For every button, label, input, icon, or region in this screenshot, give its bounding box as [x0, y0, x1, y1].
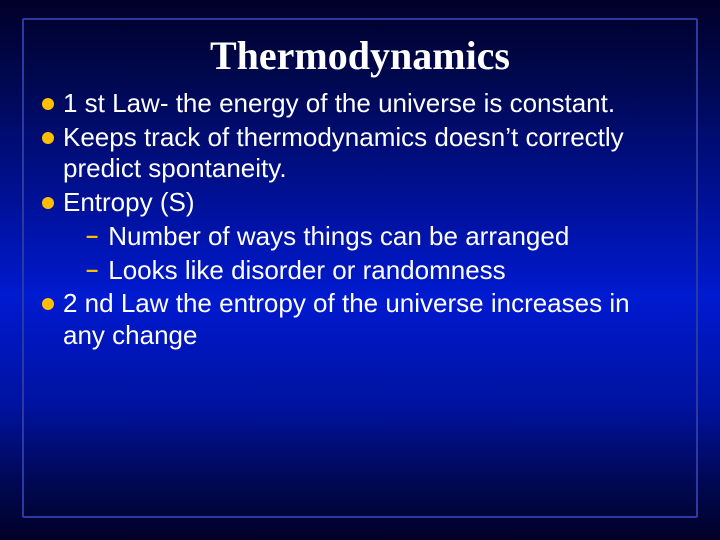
bullet-item: 2 nd Law the entropy of the universe inc…: [42, 288, 678, 351]
bullet-item: Keeps track of thermodynamics doesn’t co…: [42, 122, 678, 185]
disc-bullet-icon: [42, 197, 54, 209]
sub-bullet-item: – Number of ways things can be arranged: [42, 221, 678, 253]
bullet-text: Number of ways things can be arranged: [108, 221, 678, 253]
slide: Thermodynamics 1 st Law- the energy of t…: [0, 0, 720, 540]
dash-bullet-icon: –: [86, 257, 98, 284]
bullet-text: Looks like disorder or randomness: [108, 255, 678, 287]
bullet-text: Keeps track of thermodynamics doesn’t co…: [63, 122, 678, 185]
disc-bullet-icon: [42, 98, 54, 110]
bullet-text: Entropy (S): [63, 187, 678, 219]
slide-title: Thermodynamics: [42, 34, 678, 78]
bullet-item: 1 st Law- the energy of the universe is …: [42, 88, 678, 120]
sub-bullet-item: – Looks like disorder or randomness: [42, 255, 678, 287]
slide-body: 1 st Law- the energy of the universe is …: [42, 88, 678, 352]
bullet-text: 2 nd Law the entropy of the universe inc…: [63, 288, 678, 351]
slide-frame: Thermodynamics 1 st Law- the energy of t…: [22, 18, 698, 518]
bullet-item: Entropy (S): [42, 187, 678, 219]
disc-bullet-icon: [42, 298, 54, 310]
bullet-text: 1 st Law- the energy of the universe is …: [63, 88, 678, 120]
disc-bullet-icon: [42, 132, 54, 144]
dash-bullet-icon: –: [86, 223, 98, 250]
